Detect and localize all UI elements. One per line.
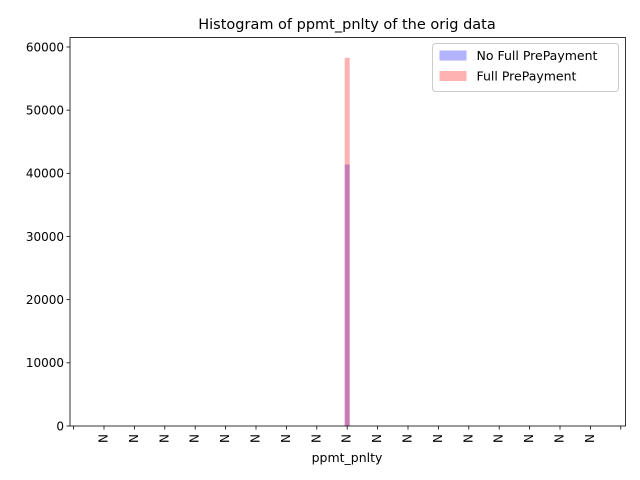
legend-swatch-0 xyxy=(439,50,467,61)
x-tick-label: N xyxy=(97,434,111,443)
x-tick-label: N xyxy=(370,434,384,443)
x-tick-label: N xyxy=(461,434,475,443)
x-tick-label: N xyxy=(431,434,445,443)
chart-title: Histogram of ppmt_pnlty of the orig data xyxy=(198,17,496,33)
x-tick-label: N xyxy=(553,434,567,443)
x-tick-label: N xyxy=(522,434,536,443)
legend-swatch-1 xyxy=(439,71,467,81)
x-tick-label: N xyxy=(279,434,293,443)
x-tick-label: N xyxy=(401,434,415,443)
x-tick-label: N xyxy=(127,434,141,443)
legend-box xyxy=(432,43,619,92)
bar-series-0 xyxy=(344,164,350,426)
x-tick-label: N xyxy=(249,434,263,443)
y-tick-label: 20000 xyxy=(26,293,64,307)
plot-frame xyxy=(69,37,626,427)
x-tick-label: N xyxy=(188,434,202,443)
y-tick-label: 0 xyxy=(56,419,64,433)
x-tick-label: N xyxy=(157,434,171,443)
y-axis: 0 10000 20000 30000 40000 50000 60000 xyxy=(26,40,70,433)
legend: No Full PrePayment Full PrePayment xyxy=(432,43,619,92)
legend-label-0: No Full PrePayment xyxy=(477,48,598,63)
x-tick-label: N xyxy=(583,434,597,443)
x-tick-label: N xyxy=(218,434,232,443)
bars-group xyxy=(344,57,350,427)
legend-label-1: Full PrePayment xyxy=(477,69,577,84)
x-tick-label: N xyxy=(309,434,323,443)
y-tick-label: 10000 xyxy=(26,356,64,370)
y-tick-label: 30000 xyxy=(26,230,64,244)
y-tick-label: 60000 xyxy=(26,40,64,54)
y-tick-label: 50000 xyxy=(26,103,64,117)
x-tick-label: N xyxy=(492,434,506,443)
x-axis-label: ppmt_pnlty xyxy=(312,450,383,465)
y-tick-label: 40000 xyxy=(26,167,64,181)
x-tick-label: N xyxy=(340,434,354,443)
bar-series-1 xyxy=(344,57,350,427)
